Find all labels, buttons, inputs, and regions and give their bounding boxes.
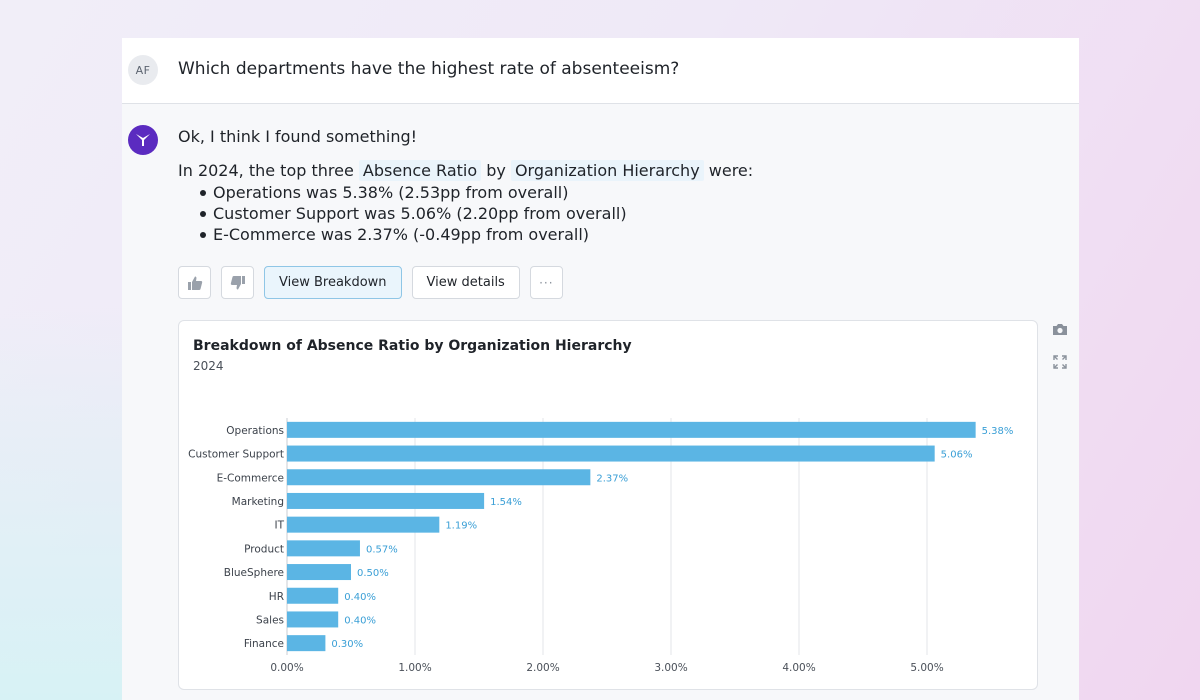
answer-heading: Ok, I think I found something!: [178, 127, 418, 146]
intro-suffix: were:: [708, 161, 754, 180]
answer-bullets: Operations was 5.38% (2.53pp from overal…: [198, 182, 1028, 245]
bar[interactable]: [287, 421, 976, 438]
user-avatar: AF: [128, 55, 158, 85]
x-tick-label: 0.00%: [270, 662, 303, 674]
expand-icon[interactable]: [1052, 354, 1068, 370]
bar[interactable]: [287, 540, 360, 557]
x-tick-label: 5.00%: [910, 662, 943, 674]
bar[interactable]: [287, 469, 591, 486]
x-tick-label: 2.00%: [526, 662, 559, 674]
camera-icon[interactable]: [1052, 322, 1068, 336]
data-label: 5.38%: [982, 426, 1014, 437]
intro-prefix: In 2024, the top three: [178, 161, 354, 180]
more-options-button[interactable]: ···: [529, 266, 563, 299]
category-label: Finance: [244, 638, 284, 650]
bar[interactable]: [287, 445, 935, 462]
thumbs-up-button[interactable]: [178, 266, 211, 299]
data-label: 0.40%: [344, 615, 376, 626]
absence-ratio-chart: 0.00% 1.00% 2.00% 3.00% 4.00% 5.00% Operations…: [188, 418, 1014, 674]
answer-actions: View Breakdown View details ···: [178, 266, 563, 299]
chart-title: Breakdown of Absence Ratio by Organizati…: [193, 338, 632, 354]
view-details-button[interactable]: View details: [411, 266, 520, 299]
metric-chip[interactable]: Absence Ratio: [358, 160, 482, 181]
category-label: Customer Support: [188, 449, 284, 461]
thumbs-up-icon: [187, 276, 202, 290]
x-tick-label: 3.00%: [654, 662, 687, 674]
category-label: Marketing: [232, 496, 284, 508]
category-label: Sales: [256, 614, 284, 626]
intro-by: by: [486, 161, 506, 180]
x-tick-label: 1.00%: [398, 662, 431, 674]
category-label: Product: [244, 543, 284, 555]
bar[interactable]: [287, 516, 440, 533]
data-label: 1.19%: [445, 521, 477, 532]
data-label: 0.30%: [331, 639, 363, 650]
question-text: Which departments have the highest rate …: [178, 59, 680, 79]
assistant-answer: Ok, I think I found something! In 2024, …: [178, 127, 1028, 245]
view-breakdown-button[interactable]: View Breakdown: [264, 266, 402, 299]
list-item: Operations was 5.38% (2.53pp from overal…: [198, 182, 1028, 203]
more-icon: ···: [539, 275, 554, 290]
bar[interactable]: [287, 492, 485, 509]
category-label: BlueSphere: [224, 567, 284, 579]
thumbs-down-button[interactable]: [221, 266, 254, 299]
category-label: E-Commerce: [217, 472, 284, 484]
category-label: IT: [274, 520, 284, 532]
assistant-logo-icon: [136, 134, 150, 146]
list-item: E-Commerce was 2.37% (-0.49pp from overa…: [198, 224, 1028, 245]
dimension-chip[interactable]: Organization Hierarchy: [510, 160, 704, 181]
list-item: Customer Support was 5.06% (2.20pp from …: [198, 203, 1028, 224]
thumbs-down-icon: [230, 275, 245, 289]
category-label: HR: [269, 591, 284, 603]
chart-subtitle: 2024: [193, 359, 224, 373]
data-label: 0.40%: [344, 592, 376, 603]
assistant-avatar: [128, 125, 158, 155]
bar[interactable]: [287, 635, 326, 652]
data-label: 0.50%: [357, 568, 389, 579]
answer-intro: In 2024, the top three Absence Ratio by …: [178, 160, 1028, 181]
category-label: Operations: [226, 425, 284, 437]
data-label: 1.54%: [490, 497, 522, 508]
data-label: 5.06%: [941, 450, 973, 461]
data-label: 2.37%: [596, 473, 628, 484]
chat-panel: AF Which departments have the highest ra…: [122, 38, 1079, 700]
user-question-row: AF Which departments have the highest ra…: [122, 38, 1079, 104]
chart-side-tools: [1052, 322, 1068, 388]
bar[interactable]: [287, 564, 351, 581]
data-label: 0.57%: [366, 544, 398, 555]
bar[interactable]: [287, 587, 339, 604]
x-tick-label: 4.00%: [782, 662, 815, 674]
bar[interactable]: [287, 611, 339, 628]
chart-card: Breakdown of Absence Ratio by Organizati…: [178, 320, 1038, 690]
